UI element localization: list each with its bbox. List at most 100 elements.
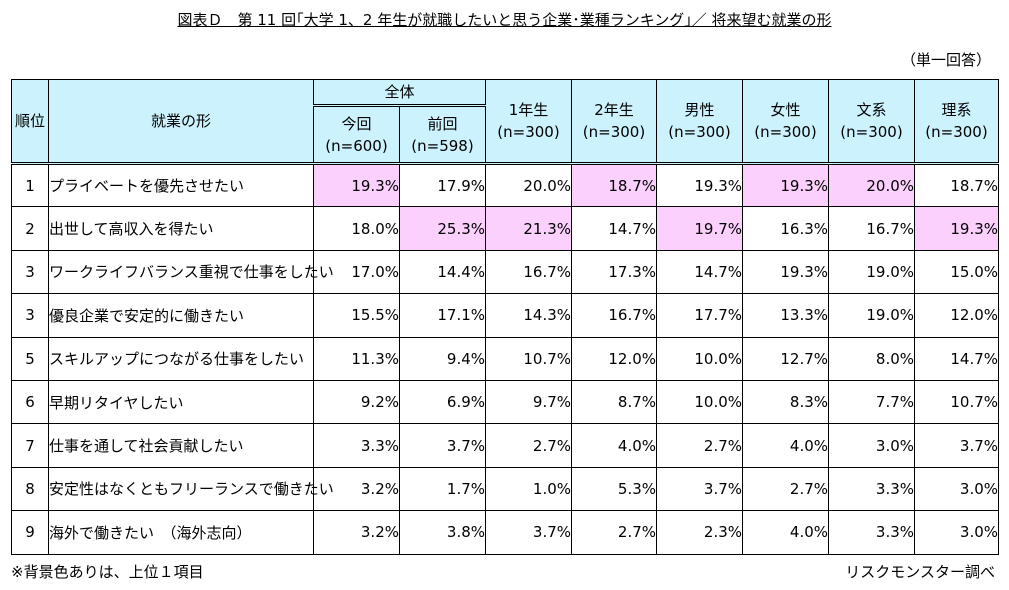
header-science-n: (n=300) xyxy=(925,123,988,141)
value-cell: 12.0% xyxy=(914,293,1000,338)
value-cell: 10.7% xyxy=(914,379,1000,425)
value-cell: 6.9% xyxy=(398,379,487,425)
value-cell: 3.2% xyxy=(313,466,400,512)
header-male-n: (n=300) xyxy=(668,123,731,141)
rank-cell: 2 xyxy=(11,206,49,251)
value-cell: 19.3% xyxy=(656,162,744,208)
value-cell: 18.7% xyxy=(914,162,1000,208)
header-previous-label: 前回 xyxy=(427,114,458,133)
table-row: 9 海外で働きたい （海外志向） 3.2% 3.8% 3.7% 2.7% 2.3% 4.0% 3… xyxy=(11,510,1000,555)
value-cell: 14.3% xyxy=(485,293,573,338)
value-cell: 14.7% xyxy=(656,249,744,295)
header-year1-n: (n=300) xyxy=(497,123,560,141)
header-female-n: (n=300) xyxy=(754,123,817,141)
work-form-cell: 早期リタイヤしたい xyxy=(48,379,314,425)
header-rank: 順位 xyxy=(11,79,49,164)
header-current: 今回 (n=600) xyxy=(313,105,400,164)
header-male: 男性 (n=300) xyxy=(656,79,744,164)
header-overall: 全体 xyxy=(312,79,487,106)
value-cell: 3.7% xyxy=(656,466,744,512)
value-cell: 20.0% xyxy=(828,162,916,208)
rank-cell: 8 xyxy=(11,466,49,512)
value-cell: 18.7% xyxy=(571,162,658,208)
value-cell: 4.0% xyxy=(742,423,830,468)
value-cell: 3.0% xyxy=(828,423,916,468)
value-cell: 19.3% xyxy=(742,162,830,208)
value-cell: 25.3% xyxy=(398,206,487,251)
value-cell: 14.7% xyxy=(914,336,1000,381)
value-cell: 2.7% xyxy=(742,466,830,512)
header-year2-label: 2年生 xyxy=(594,101,634,119)
value-cell: 17.0% xyxy=(313,249,400,295)
value-cell: 8.7% xyxy=(571,379,658,425)
value-cell: 17.9% xyxy=(398,162,487,208)
header-current-label: 今回 xyxy=(341,114,372,133)
header-form: 就業の形 xyxy=(48,79,314,164)
table-row: 5 スキルアップにつながる仕事をしたい 11.3% 9.4% 10.7% 12.0% 10.… xyxy=(11,336,1000,381)
value-cell: 12.7% xyxy=(742,336,830,381)
header-previous: 前回 (n=598) xyxy=(398,105,487,164)
value-cell: 14.4% xyxy=(398,249,487,295)
value-cell: 9.4% xyxy=(398,336,487,381)
rank-cell: 1 xyxy=(11,162,49,208)
table-row: 3 ワークライフバランス重視で仕事をしたい 17.0% 14.4% 16.7% 17.3%… xyxy=(11,249,1000,295)
value-cell: 19.3% xyxy=(914,206,1000,251)
work-form-cell: プライベートを優先させたい xyxy=(48,162,314,208)
table-row: 2 出世して高収入を得たい 18.0% 25.3% 21.3% 14.7% 19.7% 16.… xyxy=(11,206,1000,251)
value-cell: 4.0% xyxy=(571,423,658,468)
table-body: 1 プライベートを優先させたい 19.3% 17.9% 20.0% 18.7% 19.3% 1… xyxy=(11,162,1000,555)
header-humanities-label: 文系 xyxy=(856,101,887,119)
work-form-cell: スキルアップにつながる仕事をしたい xyxy=(48,336,314,381)
value-cell: 19.7% xyxy=(656,206,744,251)
header-year2-n: (n=300) xyxy=(582,123,646,141)
value-cell: 2.7% xyxy=(571,510,658,555)
work-form-cell: 出世して高収入を得たい xyxy=(48,206,314,251)
value-cell: 8.3% xyxy=(742,379,830,425)
table-row: 6 早期リタイヤしたい 9.2% 6.9% 9.7% 8.7% 10.0% 8.3% 7.7% 1… xyxy=(11,379,1000,425)
value-cell: 16.7% xyxy=(828,206,916,251)
rank-cell: 3 xyxy=(11,293,49,338)
figure-title-text: 図表Ｄ 第 11 回｢大学 1、2 年生が就職したいと思う企業･業種ランキング｣… xyxy=(177,11,832,29)
work-form-cell: 優良企業で安定的に働きたい xyxy=(48,293,314,338)
value-cell: 3.3% xyxy=(828,510,916,555)
rank-cell: 7 xyxy=(11,423,49,468)
value-cell: 10.0% xyxy=(656,379,744,425)
rank-cell: 9 xyxy=(11,510,49,555)
highlight-footnote: ※背景色ありは、上位１項目 xyxy=(11,563,204,581)
value-cell: 17.7% xyxy=(656,293,744,338)
header-science-label: 理系 xyxy=(941,101,972,119)
header-humanities-n: (n=300) xyxy=(840,123,903,141)
value-cell: 3.0% xyxy=(914,510,1000,555)
table-header: 順位 就業の形 全体 1年生 (n=300) 2年生 (n=300) 男性 (n=30… xyxy=(11,79,1000,164)
value-cell: 4.0% xyxy=(742,510,830,555)
value-cell: 5.3% xyxy=(571,466,658,512)
rank-cell: 3 xyxy=(11,249,49,295)
value-cell: 2.7% xyxy=(485,423,573,468)
work-form-cell: 安定性はなくともフリーランスで働きたい xyxy=(48,466,334,512)
table-row: 7 仕事を通して社会貢献したい 3.3% 3.7% 2.7% 4.0% 2.7% 4.0% 3.… xyxy=(11,423,1000,468)
header-previous-n: (n=598) xyxy=(411,136,474,155)
value-cell: 3.7% xyxy=(914,423,1000,468)
header-current-n: (n=600) xyxy=(325,136,388,155)
header-year1: 1年生 (n=300) xyxy=(485,79,573,164)
value-cell: 19.3% xyxy=(742,249,830,295)
value-cell: 10.7% xyxy=(485,336,573,381)
value-cell: 16.7% xyxy=(571,293,658,338)
value-cell: 3.3% xyxy=(313,423,400,468)
value-cell: 1.7% xyxy=(398,466,487,512)
value-cell: 13.3% xyxy=(742,293,830,338)
table-row: 3 優良企業で安定的に働きたい 15.5% 17.1% 14.3% 16.7% 17.7% 1… xyxy=(11,293,1000,338)
value-cell: 3.3% xyxy=(828,466,916,512)
value-cell: 9.7% xyxy=(485,379,573,425)
answer-type-label: （単一回答） xyxy=(900,51,991,69)
table-row: 8 安定性はなくともフリーランスで働きたい 3.2% 1.7% 1.0% 5.3% 3.7%… xyxy=(11,466,1000,512)
value-cell: 18.0% xyxy=(313,206,400,251)
value-cell: 10.0% xyxy=(656,336,744,381)
value-cell: 3.0% xyxy=(914,466,1000,512)
rank-cell: 6 xyxy=(11,379,49,425)
header-male-label: 男性 xyxy=(684,101,715,119)
rank-cell: 5 xyxy=(11,336,49,381)
header-humanities: 文系 (n=300) xyxy=(828,79,916,164)
value-cell: 19.3% xyxy=(313,162,400,208)
value-cell: 19.0% xyxy=(828,293,916,338)
